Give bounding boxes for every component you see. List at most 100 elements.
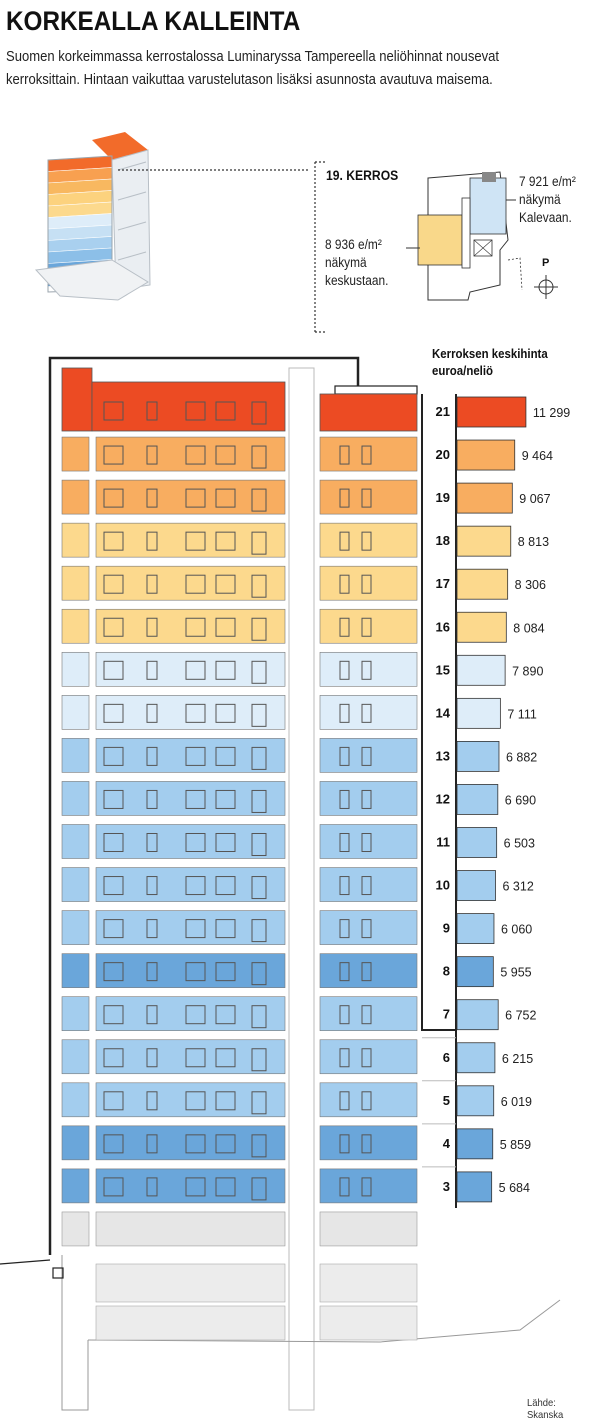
window-icon — [146, 1177, 158, 1197]
floor-5 — [61, 1082, 418, 1118]
apartment-block — [319, 867, 418, 902]
bar — [456, 956, 494, 988]
window-icon — [251, 962, 267, 986]
chart-title: Kerroksen keskihinta euroa/neliö — [432, 346, 548, 378]
window-icon — [185, 962, 206, 982]
window-icon — [339, 962, 350, 982]
value-label: 6 752 — [505, 1009, 536, 1023]
apartment-block — [61, 436, 90, 472]
window-icon — [103, 660, 124, 680]
floor-plan-title: 19. KERROS — [326, 168, 399, 183]
apartment-block — [319, 393, 418, 432]
window-icon — [185, 1177, 206, 1197]
value-label: 6 882 — [506, 750, 537, 764]
window-icon — [361, 962, 372, 982]
apartment-block — [61, 367, 93, 432]
floor-label: 9 — [443, 921, 450, 936]
floor-label: 7 — [443, 1007, 450, 1022]
apartment-block — [319, 651, 418, 687]
window-icon — [215, 488, 236, 508]
window-icon — [251, 617, 267, 641]
value-label: 9 067 — [519, 492, 550, 506]
window-icon — [361, 617, 372, 637]
apartment-block — [95, 608, 286, 644]
bar — [456, 870, 496, 901]
window-icon — [215, 746, 236, 766]
window-icon — [339, 1177, 350, 1197]
window-icon — [361, 833, 372, 852]
floor-label: 12 — [436, 791, 450, 806]
window-icon — [146, 1048, 158, 1068]
apartment-block — [319, 996, 418, 1032]
window-icon — [361, 1177, 372, 1197]
bar — [456, 482, 513, 514]
floor-20 — [61, 436, 418, 472]
window-icon — [251, 1134, 267, 1158]
window-icon — [361, 789, 372, 809]
floor-12 — [61, 781, 418, 816]
value-label: 5 955 — [500, 966, 531, 980]
window-icon — [251, 833, 267, 856]
window-icon — [215, 789, 236, 809]
window-icon — [146, 703, 158, 723]
floor-label: 20 — [436, 447, 450, 462]
window-icon — [361, 1091, 372, 1111]
window-icon — [361, 445, 372, 465]
window-icon — [185, 617, 206, 637]
window-icon — [215, 876, 236, 896]
window-icon — [103, 1048, 124, 1068]
window-icon — [251, 574, 267, 598]
floor-14 — [61, 695, 418, 730]
floor-label: 8 — [443, 964, 450, 979]
window-icon — [251, 1005, 267, 1029]
value-label: 6 312 — [503, 880, 534, 894]
window-icon — [103, 833, 124, 852]
apartment-block — [319, 824, 418, 859]
window-icon — [339, 876, 350, 896]
apartment-block — [95, 695, 286, 730]
floor-11 — [61, 824, 418, 859]
apartment-block — [95, 1039, 286, 1075]
window-icon — [361, 1134, 372, 1154]
window-icon — [339, 531, 350, 551]
window-icon — [146, 833, 158, 852]
window-icon — [339, 789, 350, 809]
window-icon — [103, 1177, 124, 1197]
window-icon — [215, 531, 236, 551]
apartment-block — [61, 953, 90, 988]
window-icon — [251, 703, 267, 727]
apartment-block — [61, 996, 90, 1032]
apartment-block — [61, 608, 90, 644]
value-label: 6 060 — [501, 923, 532, 937]
window-icon — [103, 401, 124, 421]
apartment-block — [95, 522, 286, 558]
apartment-block — [95, 996, 286, 1032]
apartment-block — [319, 738, 418, 773]
window-icon — [339, 746, 350, 766]
value-label: 5 684 — [499, 1181, 530, 1195]
window-icon — [146, 531, 158, 551]
window-icon — [251, 401, 267, 425]
source-credit: Lähde: Skanska — [527, 1397, 564, 1421]
window-icon — [185, 660, 206, 680]
window-icon — [185, 401, 206, 421]
value-label: 6 503 — [504, 837, 535, 851]
window-icon — [215, 1005, 236, 1025]
apartment-block — [319, 953, 418, 988]
bar — [456, 827, 498, 858]
apartment-block — [319, 910, 418, 945]
building-outline — [0, 356, 561, 1411]
value-label: 8 813 — [518, 535, 549, 549]
window-icon — [251, 488, 267, 512]
window-icon — [103, 445, 124, 465]
window-icon — [251, 1177, 267, 1201]
window-icon — [146, 488, 158, 508]
window-icon — [339, 1048, 350, 1068]
window-icon — [251, 876, 267, 900]
window-icon — [251, 445, 267, 469]
floor-label: 11 — [436, 835, 450, 850]
north-label: P — [542, 257, 550, 269]
apartment-block — [91, 381, 286, 432]
floor-19 — [61, 479, 418, 515]
